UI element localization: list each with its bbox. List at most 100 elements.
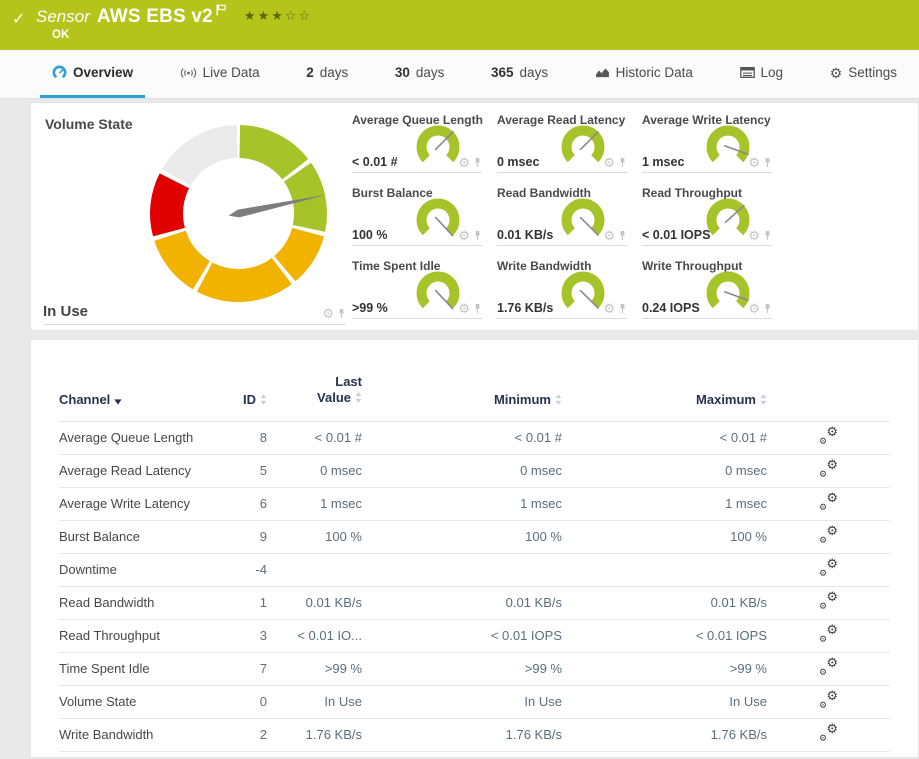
tab-overview[interactable]: Overview bbox=[40, 50, 146, 98]
tab-settings[interactable]: ⚙ Settings bbox=[818, 50, 909, 98]
channel-name[interactable]: Volume State bbox=[59, 684, 209, 718]
channel-last-value: 0.01 KB/s bbox=[267, 585, 362, 619]
channel-id: 1 bbox=[209, 585, 267, 619]
channel-settings-icon[interactable]: ⚙ ⚙ bbox=[819, 522, 838, 545]
channel-name[interactable]: Average Write Latency bbox=[59, 486, 209, 520]
tab-label: Historic Data bbox=[615, 65, 693, 80]
channel-name[interactable]: Average Read Latency bbox=[59, 453, 209, 487]
channel-minimum: 1 msec bbox=[362, 486, 562, 520]
channel-minimum: In Use bbox=[362, 684, 562, 718]
channel-id: 7 bbox=[209, 651, 267, 685]
flag-icon[interactable] bbox=[216, 3, 226, 21]
volume-state-gauge-svg bbox=[150, 125, 327, 302]
tab-historic-data[interactable]: Historic Data bbox=[583, 50, 705, 98]
column-header-id[interactable]: ID bbox=[209, 360, 267, 421]
tab-365-days[interactable]: 365 days bbox=[479, 50, 560, 98]
column-header-maximum[interactable]: Maximum bbox=[562, 360, 767, 421]
gauge-value: 1 msec bbox=[642, 155, 685, 169]
gauge-value: 100 % bbox=[352, 228, 388, 242]
gauge-value: 0.01 KB/s bbox=[497, 228, 554, 242]
channel-settings-icon[interactable]: ⚙ ⚙ bbox=[819, 423, 838, 446]
gear-icon[interactable]: ⚙ bbox=[748, 228, 760, 243]
gear-icon[interactable]: ⚙ bbox=[458, 155, 470, 170]
gear-icon[interactable]: ⚙ bbox=[603, 155, 615, 170]
column-label: ID bbox=[243, 391, 256, 407]
table-row-average-queue-length: Average Queue Length 8 < 0.01 # < 0.01 # < 0… bbox=[59, 420, 890, 454]
pin-icon[interactable] bbox=[473, 303, 482, 314]
gear-icon[interactable]: ⚙ bbox=[748, 301, 760, 316]
channel-last-value: 1 msec bbox=[267, 486, 362, 520]
pin-icon[interactable] bbox=[618, 157, 627, 168]
mini-gauge-dial bbox=[561, 271, 605, 310]
gauge-title: Read Bandwidth bbox=[497, 186, 592, 200]
channel-settings-icon[interactable]: ⚙ ⚙ bbox=[819, 621, 838, 644]
channel-settings-icon[interactable]: ⚙ ⚙ bbox=[819, 588, 838, 611]
channel-name[interactable]: Write Bandwidth bbox=[59, 717, 209, 752]
table-row-time-spent-idle: Time Spent Idle 7 >99 % >99 % >99 % ⚙ ⚙ bbox=[59, 651, 890, 685]
channel-id: 8 bbox=[209, 420, 267, 454]
gauge-tile-time-spent-idle: Time Spent Idle >99 % ⚙ bbox=[346, 249, 486, 322]
pin-icon[interactable] bbox=[763, 303, 772, 314]
channel-id: 6 bbox=[209, 486, 267, 520]
table-row-average-write-latency: Average Write Latency 6 1 msec 1 msec 1 msec… bbox=[59, 486, 890, 520]
gear-icon[interactable]: ⚙ bbox=[748, 155, 760, 170]
column-header-channel[interactable]: Channel bbox=[59, 360, 209, 421]
gear-icon[interactable]: ⚙ bbox=[322, 306, 334, 321]
star-filled-icon[interactable]: ★ bbox=[257, 8, 272, 23]
star-filled-icon[interactable]: ★ bbox=[271, 8, 285, 23]
channel-name[interactable]: Time Spent Idle bbox=[59, 651, 209, 685]
gear-icon[interactable]: ⚙ bbox=[603, 228, 615, 243]
column-header-minimum[interactable]: Minimum bbox=[362, 360, 562, 421]
pin-icon[interactable] bbox=[763, 157, 772, 168]
channel-id: 0 bbox=[209, 684, 267, 718]
column-label: Maximum bbox=[696, 391, 756, 407]
column-label: Last bbox=[335, 374, 362, 389]
tab-30-days[interactable]: 30 days bbox=[383, 50, 457, 98]
channels-table-card: Channel ID Last Value Minimum Maximum bbox=[30, 339, 919, 758]
star-empty-icon[interactable]: ☆ bbox=[298, 8, 313, 23]
table-row-read-bandwidth: Read Bandwidth 1 0.01 KB/s 0.01 KB/s 0.01 KB… bbox=[59, 585, 890, 619]
tab-2-days[interactable]: 2 days bbox=[294, 50, 360, 98]
pin-icon[interactable] bbox=[337, 308, 346, 319]
gear-icon[interactable]: ⚙ bbox=[458, 301, 470, 316]
channel-last-value: 100 % bbox=[267, 519, 362, 553]
pin-icon[interactable] bbox=[618, 303, 627, 314]
mini-gauges-grid: Average Queue Length < 0.01 # ⚙ Average Rea… bbox=[346, 103, 776, 322]
channel-settings-icon[interactable]: ⚙ ⚙ bbox=[819, 555, 838, 578]
tab-label: days bbox=[519, 65, 549, 80]
gauge-title: Write Bandwidth bbox=[497, 259, 592, 273]
gauge-title: Time Spent Idle bbox=[352, 259, 441, 273]
star-filled-icon[interactable]: ★ bbox=[243, 8, 258, 23]
tab-live-data[interactable]: Live Data bbox=[168, 50, 272, 98]
star-empty-icon[interactable]: ☆ bbox=[284, 8, 299, 23]
mini-gauge-dial bbox=[706, 271, 750, 309]
column-header-last-value[interactable]: Last Value bbox=[267, 360, 362, 421]
channel-name[interactable]: Read Throughput bbox=[59, 618, 209, 652]
channel-settings-icon[interactable]: ⚙ ⚙ bbox=[819, 654, 838, 677]
channel-settings-icon[interactable]: ⚙ ⚙ bbox=[819, 720, 838, 743]
gear-icon[interactable]: ⚙ bbox=[458, 228, 470, 243]
channel-settings-icon[interactable]: ⚙ ⚙ bbox=[819, 687, 838, 710]
channel-maximum: 0.01 KB/s bbox=[562, 585, 767, 619]
gauge-title: Average Queue Length bbox=[352, 113, 483, 127]
pin-icon[interactable] bbox=[618, 230, 627, 241]
channel-name[interactable]: Downtime bbox=[59, 552, 209, 586]
settings-icon: ⚙ bbox=[829, 64, 843, 81]
tab-log[interactable]: Log bbox=[728, 50, 796, 98]
channel-name[interactable]: Burst Balance bbox=[59, 519, 209, 553]
mini-gauge-dial bbox=[561, 125, 605, 163]
pin-icon[interactable] bbox=[763, 230, 772, 241]
sensor-status-badge: OK bbox=[52, 29, 70, 41]
pin-icon[interactable] bbox=[473, 230, 482, 241]
channel-maximum: >99 % bbox=[562, 651, 767, 685]
gear-icon[interactable]: ⚙ bbox=[603, 301, 615, 316]
channel-name[interactable]: Average Queue Length bbox=[59, 420, 209, 454]
channel-settings-icon[interactable]: ⚙ ⚙ bbox=[819, 489, 838, 512]
pin-icon[interactable] bbox=[473, 157, 482, 168]
channel-last-value: >99 % bbox=[267, 651, 362, 685]
channel-settings-icon[interactable]: ⚙ ⚙ bbox=[819, 456, 838, 479]
priority-stars[interactable]: ★★★☆☆ bbox=[244, 8, 312, 24]
sensor-title[interactable]: AWS EBS v2 bbox=[96, 6, 213, 27]
gauge-value: >99 % bbox=[352, 301, 388, 315]
channel-name[interactable]: Read Bandwidth bbox=[59, 585, 209, 619]
